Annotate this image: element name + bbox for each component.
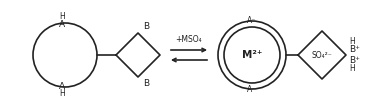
Text: A⁻: A⁻ — [247, 85, 257, 94]
Text: SO₄²⁻: SO₄²⁻ — [312, 50, 332, 60]
Text: A: A — [59, 82, 65, 91]
Text: H: H — [349, 64, 355, 73]
Text: H: H — [59, 12, 65, 21]
Text: B: B — [143, 22, 149, 31]
Text: B⁺: B⁺ — [349, 45, 360, 54]
Text: H: H — [59, 89, 65, 98]
Text: A⁻: A⁻ — [247, 16, 257, 25]
Text: A: A — [59, 20, 65, 29]
Text: M²⁺: M²⁺ — [242, 50, 262, 60]
Text: +MSO₄: +MSO₄ — [176, 35, 202, 44]
Text: H: H — [349, 37, 355, 46]
Text: B⁺: B⁺ — [349, 56, 360, 65]
Text: B: B — [143, 79, 149, 88]
